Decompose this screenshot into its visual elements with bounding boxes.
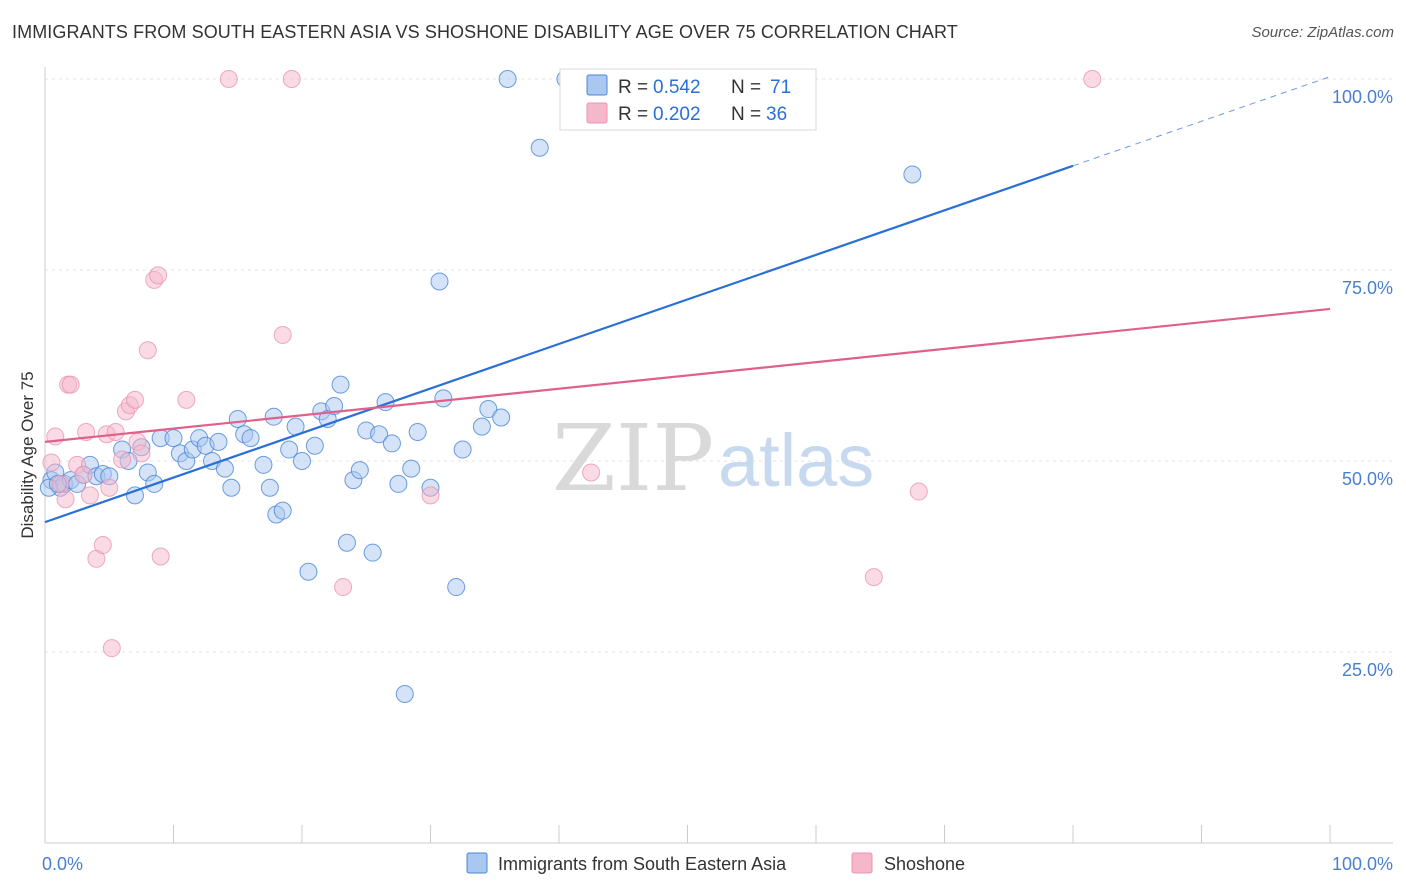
series-legend: Immigrants from South Eastern Asia Shosh…: [466, 852, 965, 874]
stats-legend-r-value-1: 0.542: [653, 77, 701, 98]
immigrants-point-18: [164, 429, 183, 448]
immigrants-point-60: [453, 440, 472, 459]
shoshone-point-24: [149, 266, 168, 285]
shoshone-point-33: [864, 568, 883, 587]
shoshone-point-34: [909, 482, 928, 501]
shoshone-point-16: [113, 450, 132, 469]
immigrants-point-47: [350, 461, 369, 480]
immigrants-point-39: [299, 562, 318, 581]
immigrants-point-32: [260, 478, 279, 497]
axes: [44, 67, 1393, 844]
immigrants-point-54: [395, 685, 414, 704]
immigrants-point-28: [228, 409, 247, 428]
series-immigrants-points: [39, 70, 922, 704]
shoshone-point-13: [100, 478, 119, 497]
y-tick-label-2: 75.0%: [1342, 278, 1393, 298]
watermark-zip: ZIP: [552, 405, 714, 512]
stats-legend: R = 0.542 N = 71 R = 0.202 N = 36: [559, 68, 817, 131]
shoshone-point-9: [80, 486, 99, 505]
shoshone-point-31: [421, 486, 440, 505]
immigrants-point-55: [402, 459, 421, 478]
shoshone-point-0: [42, 453, 61, 472]
x-tick-label-0: 0.0%: [42, 854, 83, 874]
immigrants-point-58: [434, 389, 453, 408]
stats-legend-n-value-1: 71: [770, 77, 791, 98]
watermark-atlas: atlas: [718, 419, 874, 502]
shoshone-point-35: [1083, 70, 1102, 88]
immigrants-point-59: [447, 578, 466, 597]
immigrants-point-68: [903, 165, 922, 184]
stats-legend-swatch-immigrants: [586, 74, 608, 96]
y-tick-label-3: 100.0%: [1332, 87, 1393, 107]
stats-legend-r-label-2: R =: [618, 104, 648, 125]
shoshone-trend-line: [44, 307, 1331, 443]
tick-labels: 25.0% 50.0% 75.0% 100.0% 0.0% 100.0%: [42, 87, 1393, 874]
immigrants-point-56: [408, 422, 427, 441]
immigrants-trend-line: [44, 164, 1074, 524]
legend-swatch-immigrants: [466, 852, 488, 874]
immigrants-trend-extension: [1072, 76, 1331, 167]
shoshone-point-25: [151, 547, 170, 566]
stats-legend-n-label-1: N =: [731, 77, 761, 98]
immigrants-point-25: [209, 432, 228, 451]
stats-legend-r-label-1: R =: [618, 77, 648, 98]
immigrants-point-27: [222, 478, 241, 497]
immigrants-point-64: [498, 70, 517, 88]
shoshone-point-5: [61, 375, 80, 394]
immigrants-point-61: [472, 417, 491, 436]
y-tick-label-0: 25.0%: [1342, 660, 1393, 680]
stats-legend-swatch-shoshone: [586, 102, 608, 124]
y-tick-label-1: 50.0%: [1342, 469, 1393, 489]
immigrants-point-49: [363, 543, 382, 562]
grid-lines: [45, 78, 1393, 653]
immigrants-point-50: [370, 425, 389, 444]
shoshone-point-21: [132, 444, 151, 463]
immigrants-point-30: [241, 429, 260, 448]
shoshone-point-30: [334, 578, 353, 597]
watermark: ZIP atlas: [552, 405, 874, 512]
shoshone-point-14: [102, 639, 121, 658]
immigrants-point-63: [492, 408, 511, 427]
shoshone-point-7: [74, 465, 93, 484]
shoshone-point-27: [219, 70, 238, 88]
shoshone-point-28: [282, 70, 301, 88]
immigrants-point-43: [325, 396, 344, 415]
shoshone-point-15: [106, 422, 125, 441]
legend-swatch-shoshone: [851, 852, 873, 874]
immigrants-point-38: [293, 452, 311, 470]
x-tick-label-1: 100.0%: [1332, 854, 1393, 874]
source-label: Source: ZipAtlas.com: [1251, 24, 1394, 41]
legend-label-shoshone: Shoshone: [884, 854, 965, 874]
immigrants-point-45: [337, 533, 356, 552]
immigrants-point-65: [530, 138, 549, 157]
shoshone-point-32: [582, 463, 601, 482]
shoshone-point-29: [273, 325, 292, 344]
immigrants-point-52: [382, 434, 401, 453]
immigrants-point-36: [280, 440, 299, 459]
immigrants-point-67: [430, 272, 449, 291]
trend-lines: [44, 76, 1331, 524]
shoshone-point-19: [125, 390, 144, 409]
shoshone-point-3: [56, 490, 75, 509]
chart-title: IMMIGRANTS FROM SOUTH EASTERN ASIA VS SH…: [12, 22, 958, 42]
y-axis-title: Disability Age Over 75: [18, 371, 37, 538]
immigrants-point-44: [331, 375, 350, 394]
stats-legend-n-value-2: 36: [766, 104, 787, 125]
immigrants-point-31: [254, 455, 273, 474]
shoshone-point-2: [51, 474, 70, 493]
immigrants-point-53: [389, 474, 408, 493]
immigrants-point-40: [305, 436, 324, 455]
shoshone-point-22: [138, 341, 157, 360]
immigrants-point-13: [125, 486, 144, 505]
immigrants-point-62: [479, 400, 498, 419]
stats-legend-n-label-2: N =: [731, 104, 761, 125]
series-shoshone-points: [42, 70, 1102, 658]
immigrants-point-35: [273, 501, 292, 520]
legend-label-immigrants: Immigrants from South Eastern Asia: [498, 854, 787, 874]
shoshone-point-26: [177, 390, 196, 409]
shoshone-point-11: [93, 536, 112, 555]
stats-legend-r-value-2: 0.202: [653, 104, 701, 125]
